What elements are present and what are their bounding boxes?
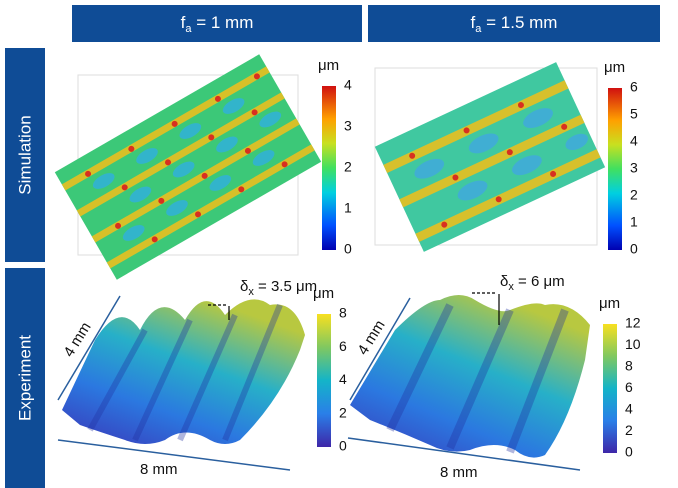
colorbar-tick: 6 <box>630 79 638 95</box>
colorbar-tick: 6 <box>339 338 347 354</box>
delta-label: δx = 3.5 μm <box>240 278 317 298</box>
colorbar-tick: 8 <box>625 358 633 374</box>
colorbar-unit: μm <box>318 57 339 74</box>
colorbar-tick: 4 <box>630 133 638 149</box>
colorbar-tick: 6 <box>625 379 633 395</box>
colorbar-tick: 0 <box>625 444 633 460</box>
colorbar-unit: μm <box>313 285 334 302</box>
colorbar <box>317 314 331 447</box>
experiment-surface <box>350 295 590 458</box>
colorbar-tick: 0 <box>339 438 347 454</box>
colorbar-tick: 2 <box>630 187 638 203</box>
dimension-label: 8 mm <box>140 461 178 478</box>
colorbar-tick: 2 <box>344 159 352 175</box>
colorbar-tick: 12 <box>625 315 641 331</box>
colorbar-tick: 4 <box>344 77 352 93</box>
colorbar-tick: 4 <box>339 371 347 387</box>
colorbar-tick: 1 <box>630 214 638 230</box>
colorbar-tick: 0 <box>344 241 352 257</box>
colorbar-tick: 3 <box>630 160 638 176</box>
colorbar-tick: 3 <box>344 118 352 134</box>
figure: fa = 1 mm fa = 1.5 mm Simulation Experim… <box>0 0 678 488</box>
experiment-surface <box>62 299 305 444</box>
colorbar-tick: 1 <box>344 200 352 216</box>
colorbar-tick: 5 <box>630 106 638 122</box>
colorbar-unit: μm <box>599 295 620 312</box>
row-label: Experiment <box>15 335 34 421</box>
delta-label: δx = 6 μm <box>500 273 565 293</box>
colorbar-tick: 4 <box>625 401 633 417</box>
column-header: fa = 1 mm <box>181 13 254 34</box>
colorbar-tick: 8 <box>339 305 347 321</box>
colorbar <box>322 86 336 250</box>
colorbar <box>603 324 617 453</box>
colorbar-tick: 0 <box>630 241 638 257</box>
dimension-label: 8 mm <box>440 464 478 481</box>
column-header: fa = 1.5 mm <box>471 13 558 34</box>
colorbar-tick: 2 <box>625 422 633 438</box>
row-label: Simulation <box>15 115 34 194</box>
colorbar-tick: 10 <box>625 336 641 352</box>
colorbar <box>608 88 622 250</box>
colorbar-tick: 2 <box>339 404 347 420</box>
colorbar-unit: μm <box>604 59 625 76</box>
